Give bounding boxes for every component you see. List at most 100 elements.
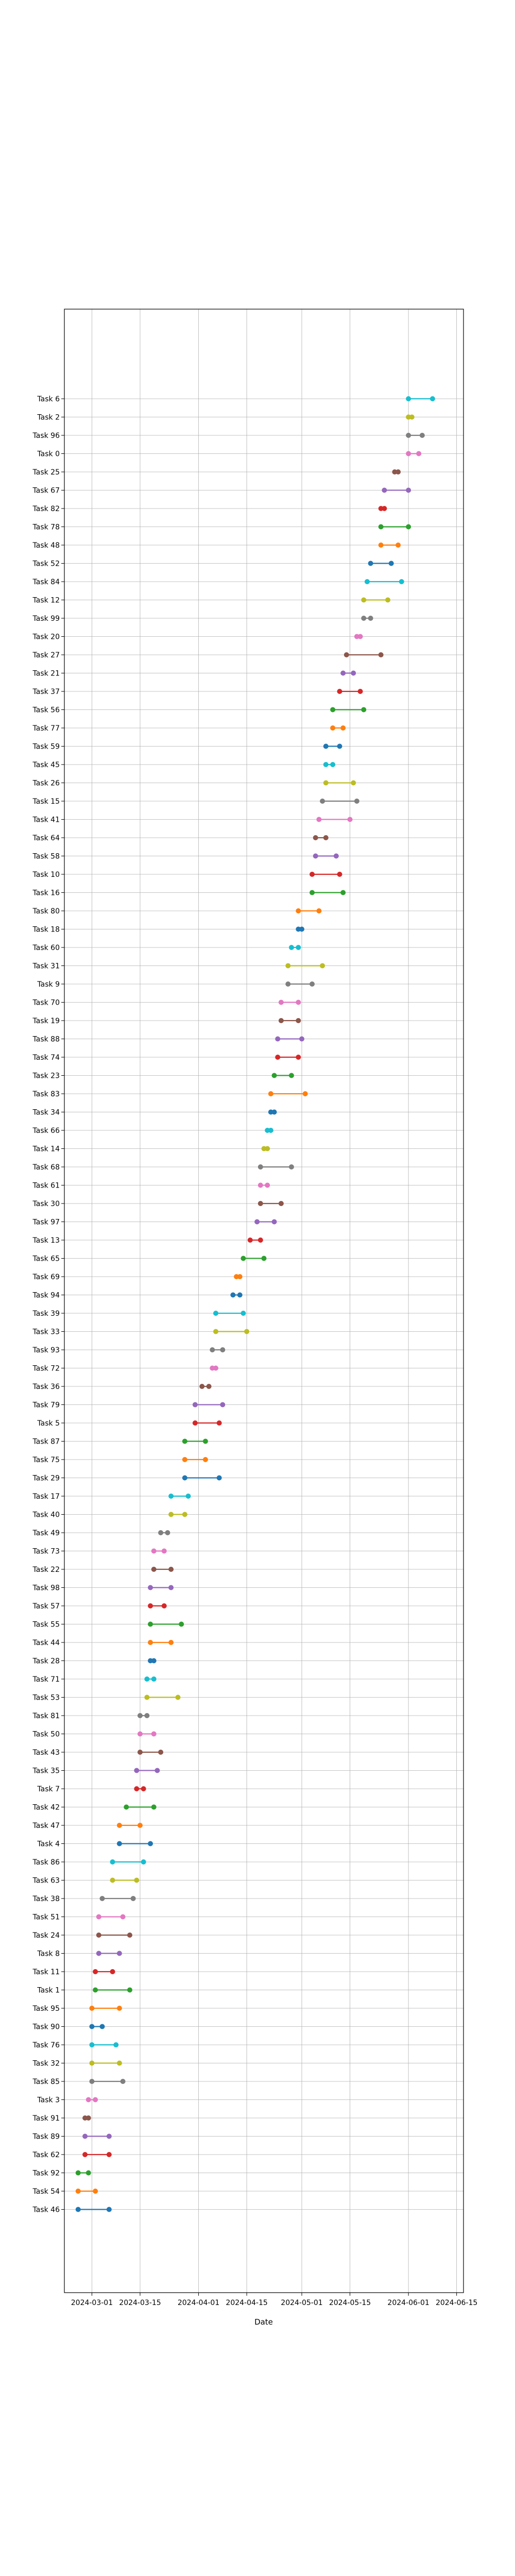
task-start-point — [192, 1420, 198, 1426]
y-tick-label: Task 5 — [37, 1419, 60, 1428]
task-end-point — [141, 1859, 146, 1865]
y-tick-label: Task 68 — [32, 1163, 60, 1172]
y-tick-label: Task 87 — [32, 1438, 60, 1446]
y-tick-label: Task 8 — [37, 1950, 60, 1958]
task-start-point — [82, 2152, 88, 2157]
task-end-point — [288, 1073, 294, 1078]
task-end-point — [347, 817, 353, 822]
y-tick-label: Task 97 — [32, 1218, 60, 1227]
task-start-point — [258, 1182, 263, 1188]
y-tick-label: Task 19 — [32, 1017, 60, 1025]
y-tick-label: Task 7 — [37, 1785, 60, 1793]
y-tick-label: Task 66 — [32, 1127, 60, 1135]
task-end-point — [296, 1055, 301, 1060]
task-end-point — [106, 2207, 112, 2212]
y-tick-label: Task 44 — [32, 1639, 60, 1647]
x-tick-label: 2024-04-01 — [178, 2299, 219, 2307]
task-end-point — [368, 616, 373, 621]
y-tick-label: Task 29 — [32, 1475, 60, 1483]
task-end-point — [382, 506, 387, 511]
y-tick-label: Task 56 — [32, 706, 60, 715]
task-start-point — [96, 1933, 101, 1938]
x-axis-title: Date — [254, 2317, 273, 2327]
y-tick-label: Task 84 — [32, 578, 60, 586]
task-end-point — [185, 1494, 191, 1499]
y-tick-label: Task 73 — [32, 1548, 60, 1556]
task-end-point — [302, 1091, 308, 1096]
task-start-point — [275, 1036, 281, 1042]
task-end-point — [419, 433, 425, 438]
task-start-point — [137, 1713, 143, 1718]
y-tick-label: Task 40 — [32, 1511, 60, 1519]
task-start-point — [99, 1896, 105, 1901]
y-tick-label: Task 90 — [32, 2023, 60, 2031]
y-tick-label: Task 63 — [32, 1877, 60, 1885]
task-start-point — [361, 597, 367, 603]
task-end-point — [340, 725, 346, 731]
task-end-point — [237, 1274, 243, 1279]
y-tick-label: Task 78 — [32, 523, 60, 532]
task-end-point — [106, 2152, 112, 2157]
task-start-point — [320, 799, 325, 804]
task-end-point — [406, 487, 411, 493]
task-start-point — [258, 1164, 263, 1170]
y-tick-label: Task 2 — [37, 414, 60, 422]
y-tick-label: Task 1 — [37, 1987, 60, 1995]
task-start-point — [382, 487, 387, 493]
task-start-point — [199, 1384, 205, 1389]
task-end-point — [168, 1567, 174, 1572]
y-tick-label: Task 80 — [32, 907, 60, 916]
y-tick-label: Task 21 — [32, 670, 60, 678]
task-start-point — [134, 1768, 140, 1773]
task-start-point — [278, 999, 284, 1005]
task-end-point — [340, 890, 346, 895]
task-end-point — [299, 926, 304, 932]
task-end-point — [241, 1311, 246, 1316]
task-end-point — [296, 1018, 301, 1023]
task-end-point — [216, 1420, 222, 1426]
task-start-point — [182, 1475, 187, 1481]
task-start-point — [168, 1512, 174, 1517]
y-tick-label: Task 0 — [37, 450, 60, 459]
task-start-point — [89, 2024, 95, 2029]
task-end-point — [385, 597, 391, 603]
task-start-point — [330, 725, 336, 731]
task-end-point — [116, 1951, 122, 1956]
task-end-point — [120, 1914, 126, 1920]
task-start-point — [82, 2133, 88, 2139]
y-tick-label: Task 57 — [32, 1602, 60, 1611]
task-end-point — [337, 743, 342, 749]
y-tick-label: Task 38 — [32, 1895, 60, 1903]
y-tick-label: Task 85 — [32, 2078, 60, 2086]
task-end-point — [430, 396, 435, 401]
y-tick-label: Task 31 — [32, 962, 60, 971]
y-tick-label: Task 99 — [32, 615, 60, 623]
task-start-point — [148, 1603, 153, 1608]
task-start-point — [110, 1859, 115, 1865]
task-start-point — [288, 945, 294, 950]
task-end-point — [330, 762, 336, 767]
task-end-point — [351, 780, 356, 786]
task-start-point — [310, 890, 315, 895]
task-end-point — [361, 707, 367, 713]
y-tick-label: Task 62 — [32, 2151, 60, 2159]
task-end-point — [357, 634, 363, 639]
task-start-point — [323, 762, 329, 767]
task-end-point — [85, 2115, 91, 2121]
y-tick-label: Task 45 — [32, 761, 60, 769]
task-start-point — [144, 1694, 150, 1700]
task-start-point — [89, 2006, 95, 2011]
task-end-point — [406, 524, 411, 530]
task-end-point — [333, 853, 339, 859]
task-end-point — [144, 1713, 150, 1718]
task-end-point — [351, 670, 356, 676]
task-start-point — [278, 1018, 284, 1023]
y-tick-label: Task 59 — [32, 743, 60, 751]
task-start-point — [148, 1640, 153, 1645]
y-tick-label: Task 10 — [32, 871, 60, 879]
y-tick-label: Task 27 — [32, 651, 60, 659]
task-start-point — [158, 1530, 164, 1535]
task-start-point — [116, 1823, 122, 1828]
task-start-point — [96, 1914, 101, 1920]
